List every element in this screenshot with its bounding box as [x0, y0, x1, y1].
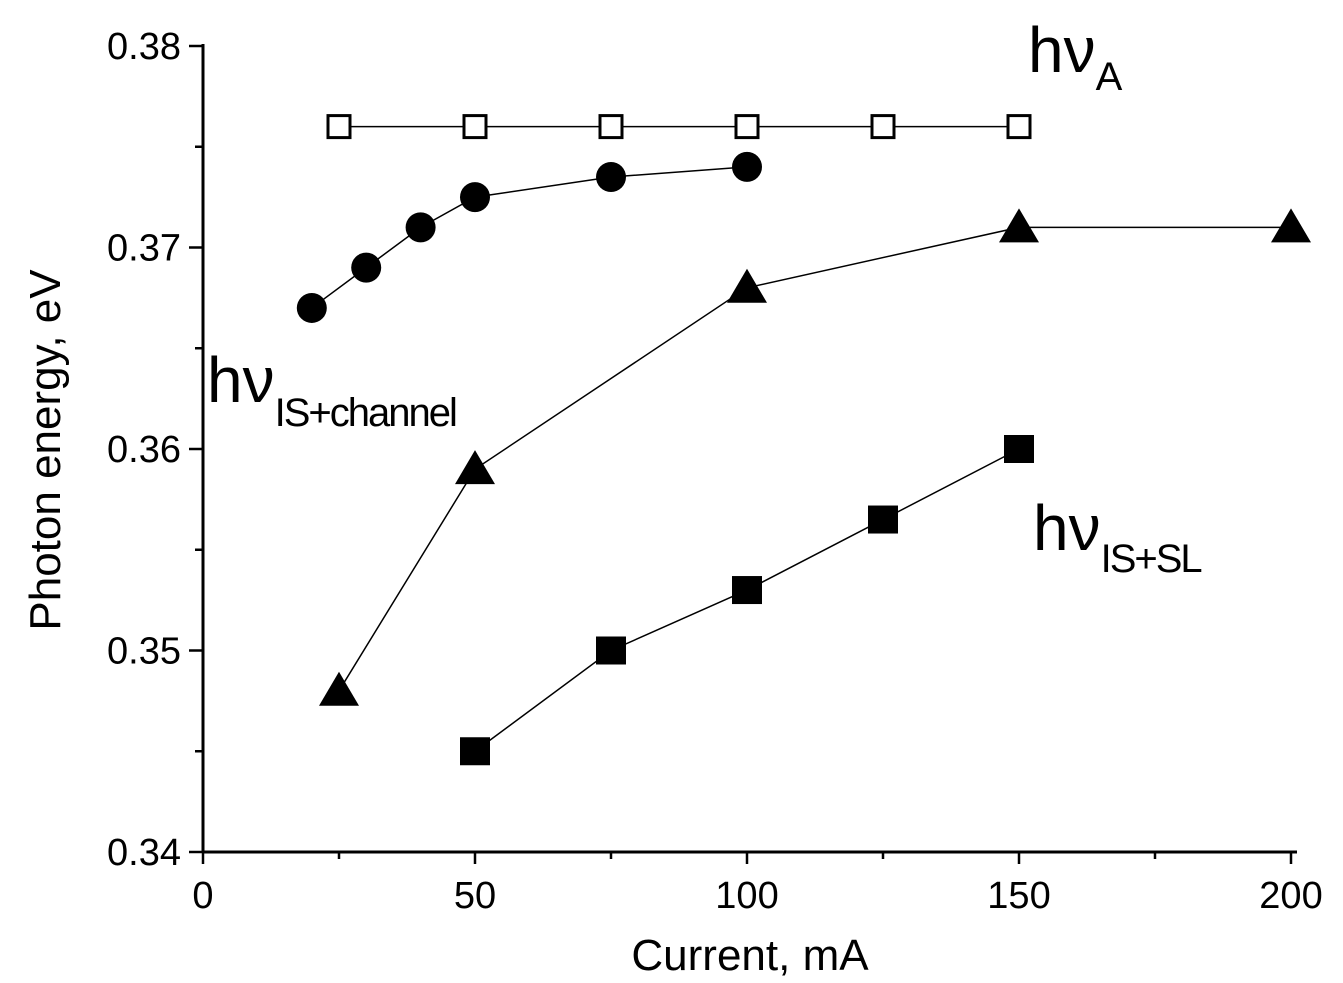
y-tick-label: 0.37: [107, 228, 181, 270]
data-point-filled-triangle: [319, 671, 359, 706]
x-axis-title: Current, mA: [631, 931, 869, 980]
data-point-filled-square: [732, 576, 762, 605]
x-tick-label: 100: [715, 875, 778, 917]
data-point-filled-circle: [732, 151, 762, 182]
series-line-2: [338, 226, 1291, 692]
data-point-filled-circle: [351, 252, 382, 283]
series-label-hv-is-channel: hνIS+channel: [207, 344, 456, 435]
data-point-filled-triangle: [727, 268, 767, 303]
series-label-hv-a: hνA: [1028, 14, 1123, 99]
y-tick-label: 0.35: [107, 631, 181, 673]
data-point-filled-triangle: [455, 450, 495, 485]
axes: 0 50 100 150 200 0.34 0.35 0.36 0.37 0.38: [107, 26, 1323, 917]
data-point-filled-square: [460, 737, 490, 766]
data-point-filled-circle: [460, 182, 490, 213]
series-lines: [311, 125, 1291, 752]
x-tick-label: 0: [192, 875, 213, 917]
y-tick-label: 0.34: [107, 832, 181, 874]
data-point-open-square: [734, 114, 760, 140]
series-label-hv-is-sl: hνIS+SL: [1033, 492, 1201, 581]
data-point-filled-circle: [296, 292, 327, 323]
data-point-open-square: [598, 114, 624, 140]
data-point-open-square: [326, 114, 352, 140]
x-tick-label: 200: [1259, 875, 1322, 917]
x-tick-label: 150: [987, 875, 1050, 917]
data-point-filled-triangle: [999, 208, 1039, 243]
data-point-filled-square: [596, 636, 626, 665]
data-point-open-square: [1006, 114, 1032, 140]
data-point-filled-triangle: [1271, 208, 1311, 243]
series-line-1: [311, 166, 748, 309]
data-point-filled-circle: [596, 161, 626, 192]
x-tick-label: 50: [454, 875, 496, 917]
y-axis-title: Photon energy, eV: [21, 269, 70, 631]
series-markers: [296, 114, 1311, 766]
data-point-filled-square: [1004, 435, 1034, 463]
data-point-open-square: [462, 114, 488, 140]
data-point-filled-circle: [405, 212, 436, 243]
y-tick-label: 0.36: [107, 429, 181, 471]
y-tick-label: 0.38: [107, 26, 181, 68]
data-point-filled-square: [868, 505, 898, 534]
data-point-open-square: [870, 114, 896, 140]
